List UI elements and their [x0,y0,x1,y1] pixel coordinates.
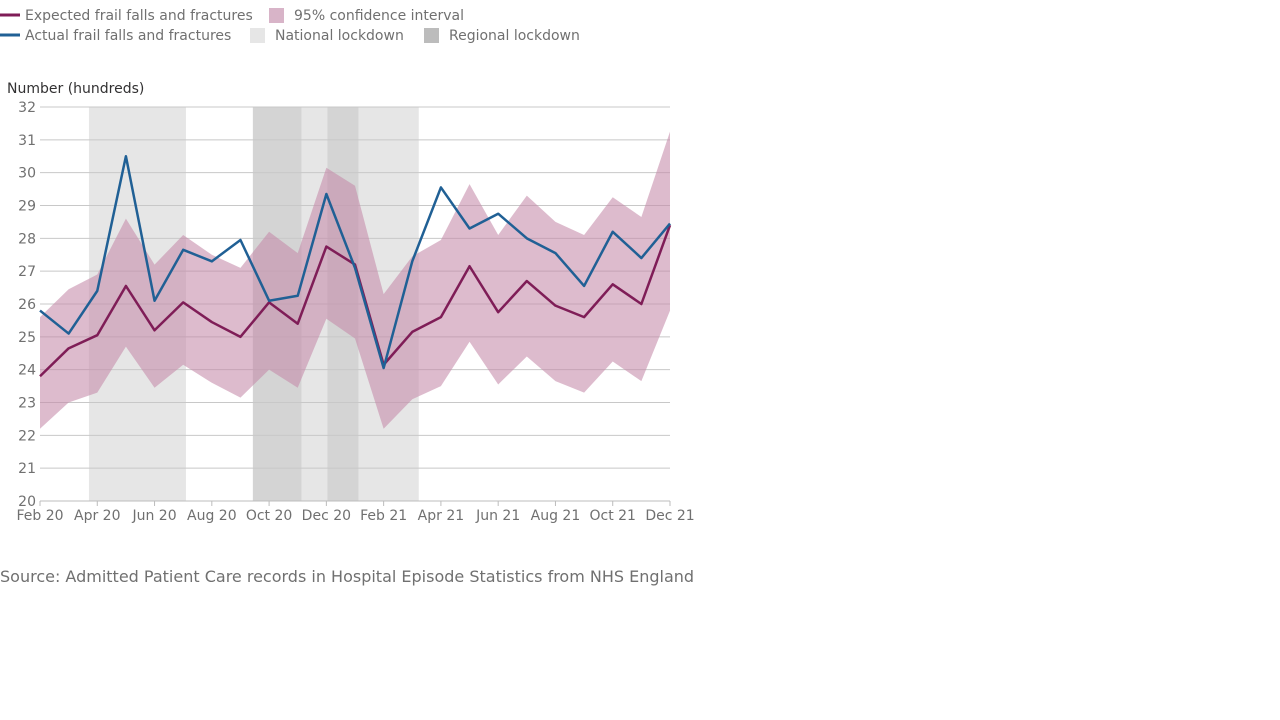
legend-label: Actual frail falls and fractures [25,28,231,44]
x-tick-label: Dec 21 [645,508,694,524]
y-tick-label: 30 [18,166,36,182]
x-tick-label: Jun 21 [475,508,520,524]
legend-swatch-box [269,8,284,23]
x-tick-label: Jun 20 [131,508,176,524]
legend-label: National lockdown [275,28,404,44]
y-axis-label: Number (hundreds) [7,81,144,97]
y-tick-label: 31 [18,133,36,149]
x-tick-label: Apr 21 [418,508,464,524]
actual-series-line [39,155,671,370]
y-tick-label: 24 [18,363,36,379]
legend-label: Regional lockdown [449,28,580,44]
confidence-interval-band [40,131,670,429]
x-tick-label: Oct 20 [246,508,292,524]
x-tick-label: Aug 20 [187,508,237,524]
y-tick-label: 25 [18,330,36,346]
y-tick-label: 20 [18,494,36,510]
y-tick-label: 21 [18,461,36,477]
legend-label: 95% confidence interval [294,8,464,24]
y-tick-label: 29 [18,199,36,215]
x-tick-label: Dec 20 [302,508,351,524]
x-tick-label: Oct 21 [589,508,635,524]
legend-swatch-box [424,28,439,43]
y-tick-label: 23 [18,396,36,412]
x-tick-label: Aug 21 [531,508,581,524]
legend-label: Expected frail falls and fractures [25,8,253,24]
x-tick-label: Feb 21 [360,508,407,524]
y-tick-label: 32 [18,100,36,116]
legend-swatch-box [250,28,265,43]
x-tick-label: Apr 20 [74,508,120,524]
y-tick-label: 26 [18,297,36,313]
source-note: Source: Admitted Patient Care records in… [0,567,695,586]
y-tick-label: 28 [18,231,36,247]
y-tick-label: 27 [18,264,36,280]
x-tick-label: Feb 20 [16,508,63,524]
y-tick-label: 22 [18,428,36,444]
